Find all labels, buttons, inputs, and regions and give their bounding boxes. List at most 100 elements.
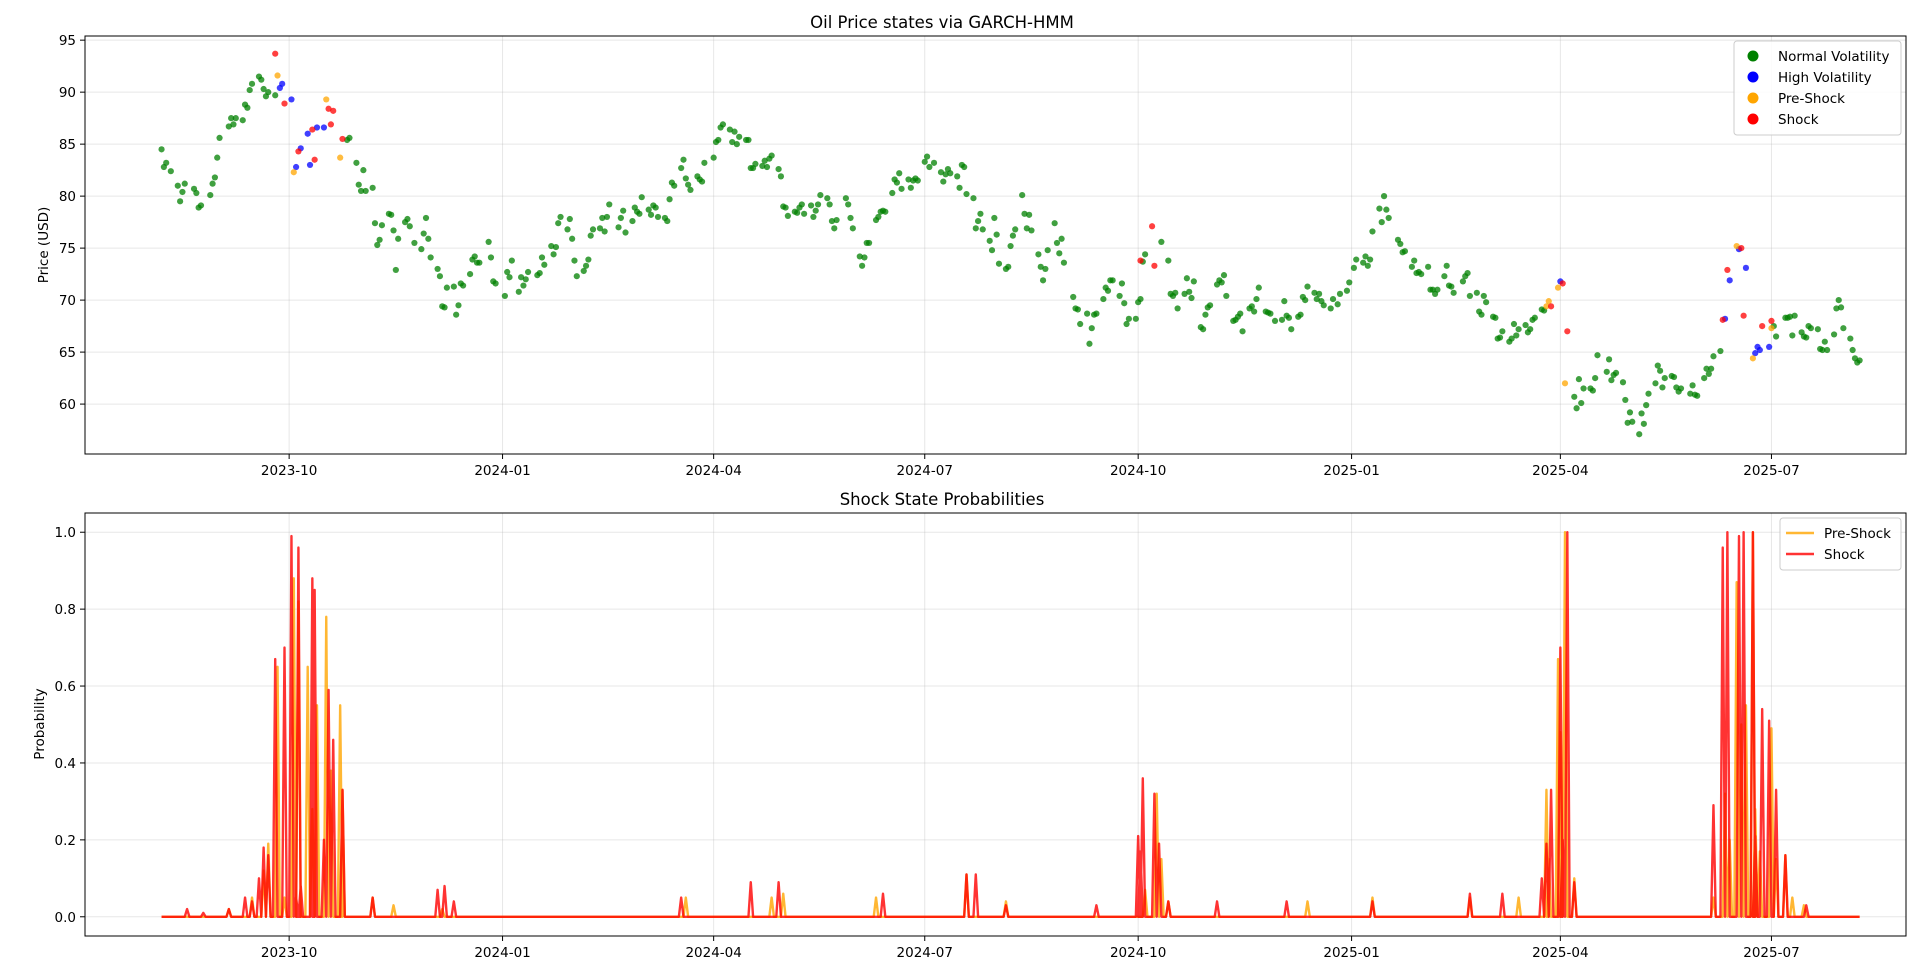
point-normal-volatility (1856, 357, 1863, 364)
point-normal-volatility (1026, 211, 1033, 218)
legend-label-pre-shock: Pre-Shock (1778, 91, 1845, 107)
point-normal-volatility (1019, 191, 1026, 199)
point-normal-volatility (360, 167, 367, 174)
point-normal-volatility (1580, 385, 1587, 392)
point-normal-volatility (388, 211, 395, 218)
point-high-volatility (1766, 343, 1773, 351)
point-normal-volatility (1638, 410, 1645, 417)
point-normal-volatility (582, 262, 590, 269)
point-normal-volatility (1659, 384, 1666, 391)
point-normal-volatility (1364, 262, 1371, 269)
point-normal-volatility (1772, 333, 1780, 340)
point-shock (1151, 262, 1158, 269)
point-normal-volatility (1039, 277, 1047, 284)
point-normal-volatility (1522, 321, 1529, 329)
point-normal-volatility (647, 211, 655, 218)
point-normal-volatility (986, 237, 993, 244)
point-normal-volatility (1237, 310, 1244, 317)
point-shock (325, 105, 332, 112)
point-pre-shock (1545, 298, 1552, 305)
y-tick-label: 60 (59, 397, 76, 413)
point-normal-volatility (524, 268, 532, 276)
x-tick-label: 2023-10 (261, 945, 317, 961)
point-normal-volatility (975, 217, 982, 225)
y-tick-label: 75 (59, 241, 76, 257)
point-normal-volatility (566, 215, 573, 223)
point-normal-volatility (1376, 205, 1383, 212)
point-normal-volatility (422, 214, 430, 222)
point-normal-volatility (859, 262, 866, 269)
point-normal-volatility (411, 239, 418, 247)
point-normal-volatility (1336, 290, 1344, 297)
point-normal-volatility (1042, 265, 1049, 273)
point-normal-volatility (466, 271, 474, 278)
point-normal-volatility (518, 274, 525, 281)
point-normal-volatility (763, 163, 771, 171)
point-normal-volatility (1297, 311, 1304, 318)
point-normal-volatility (671, 182, 678, 189)
point-normal-volatility (1814, 326, 1821, 333)
point-normal-volatility (1483, 299, 1490, 306)
point-normal-volatility (1188, 294, 1195, 302)
point-normal-volatility (1035, 251, 1042, 258)
point-normal-volatility (443, 284, 450, 291)
point-shock (281, 100, 288, 107)
y-tick-label: 70 (59, 293, 76, 309)
bottom-legend: Pre-Shock Shock (1779, 517, 1902, 571)
bottom-y-axis-label: Probability (32, 688, 48, 759)
point-normal-volatility (1320, 302, 1327, 309)
point-normal-volatility (1408, 263, 1415, 270)
point-pre-shock (323, 96, 330, 103)
point-normal-volatility (1288, 326, 1295, 333)
point-normal-volatility (1397, 240, 1404, 248)
legend-label-shock: Shock (1778, 112, 1819, 128)
point-normal-volatility (1360, 259, 1367, 266)
point-normal-volatility (1640, 420, 1647, 427)
point-normal-volatility (1350, 264, 1358, 271)
point-normal-volatility (1571, 393, 1578, 400)
point-normal-volatility (564, 226, 571, 233)
point-normal-volatility (956, 184, 963, 191)
x-tick-label: 2025-04 (1532, 463, 1588, 479)
point-normal-volatility (1239, 328, 1246, 335)
point-normal-volatility (1088, 325, 1095, 332)
point-normal-volatility (1708, 365, 1715, 372)
point-normal-volatility (701, 159, 708, 166)
point-normal-volatility (1592, 374, 1599, 382)
point-high-volatility (306, 161, 314, 169)
point-shock (1740, 312, 1747, 319)
point-normal-volatility (1181, 290, 1188, 297)
y-tick-label: 80 (59, 189, 76, 205)
point-normal-volatility (1496, 334, 1504, 341)
point-normal-volatility (508, 257, 515, 264)
point-normal-volatility (801, 210, 808, 217)
point-normal-volatility (211, 174, 219, 181)
point-normal-volatility (794, 209, 801, 216)
legend-label-shock: Shock (1824, 547, 1865, 563)
point-normal-volatility (1717, 347, 1724, 355)
point-normal-volatility (1327, 305, 1334, 312)
price-points (158, 50, 1863, 438)
point-normal-volatility (1401, 248, 1409, 255)
top-y-axis-label: Price (USD) (36, 207, 52, 284)
point-normal-volatility (392, 266, 399, 274)
point-normal-volatility (441, 304, 448, 311)
point-normal-volatility (1594, 352, 1601, 359)
point-normal-volatility (775, 165, 782, 173)
point-normal-volatility (1380, 193, 1388, 200)
point-normal-volatility (1515, 326, 1522, 333)
point-normal-volatility (828, 217, 836, 225)
point-normal-volatility (682, 175, 689, 182)
point-normal-volatility (1311, 289, 1318, 296)
point-normal-volatility (209, 180, 216, 187)
point-normal-volatility (1612, 369, 1620, 376)
point-normal-volatility (1654, 362, 1661, 369)
point-normal-volatility (1629, 418, 1636, 425)
point-shock (1148, 223, 1156, 230)
point-high-volatility (1756, 346, 1763, 354)
point-normal-volatility (1369, 228, 1376, 235)
point-normal-volatility (1466, 292, 1473, 300)
point-pre-shock (1543, 303, 1550, 310)
x-tick-label: 2025-07 (1743, 463, 1799, 479)
